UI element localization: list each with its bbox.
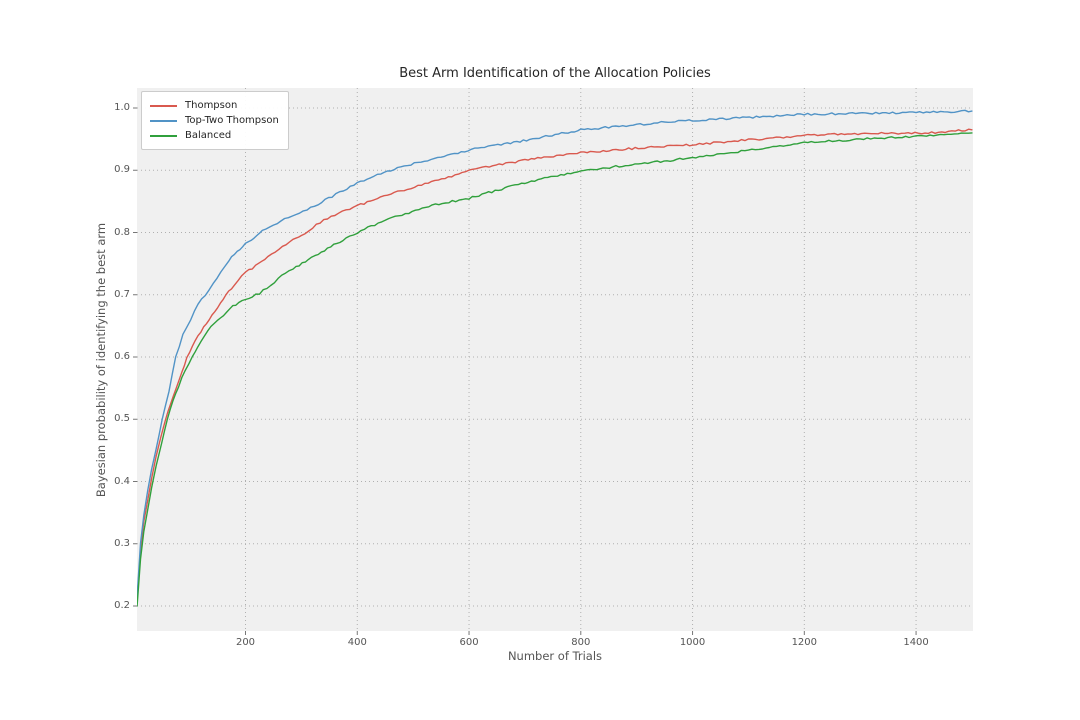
- data-series: [137, 109, 973, 607]
- x-tick-label: 1200: [791, 637, 818, 648]
- y-tick-label: 0.5: [114, 413, 130, 425]
- series-line-thompson: [137, 128, 973, 601]
- y-tick-label: 0.6: [114, 351, 130, 362]
- y-tick-label: 0.4: [114, 475, 130, 487]
- legend-line-swatch: [150, 134, 177, 137]
- legend-line-swatch: [150, 104, 177, 107]
- y-tick-label: 0.9: [114, 164, 130, 176]
- x-tick-label: 800: [571, 637, 591, 648]
- x-tick-label: 1400: [903, 637, 929, 648]
- chart-title: Best Arm Identification of the Allocatio…: [399, 66, 711, 81]
- x-tick-label: 600: [459, 637, 479, 648]
- x-tick-label: 200: [235, 637, 256, 648]
- y-tick-label: 0.8: [114, 226, 130, 238]
- x-tick-label: 400: [347, 637, 367, 648]
- y-tick-label: 0.7: [114, 288, 130, 300]
- legend-item: Thompson: [150, 99, 279, 112]
- y-tick-label: 0.2: [114, 600, 130, 611]
- plot-area: [137, 88, 973, 631]
- legend-item: Top-Two Thompson: [150, 114, 279, 127]
- legend-label: Top-Two Thompson: [185, 115, 279, 126]
- y-tick-label: 0.3: [114, 537, 130, 549]
- legend-item: Balanced: [150, 129, 279, 142]
- legend-label: Balanced: [185, 130, 232, 141]
- series-line-top-two-thompson: [137, 109, 973, 598]
- x-tick-label: 1000: [679, 637, 706, 648]
- series-line-balanced: [137, 132, 973, 607]
- tick-marks: [133, 107, 917, 635]
- x-axis-label: Number of Trials: [507, 649, 603, 663]
- legend: Thompson Top-Two Thompson Balanced: [141, 91, 289, 150]
- legend-label: Thompson: [185, 100, 238, 111]
- legend-line-swatch: [150, 119, 177, 122]
- y-tick-label: 1.0: [114, 102, 130, 113]
- gridlines: [137, 88, 973, 631]
